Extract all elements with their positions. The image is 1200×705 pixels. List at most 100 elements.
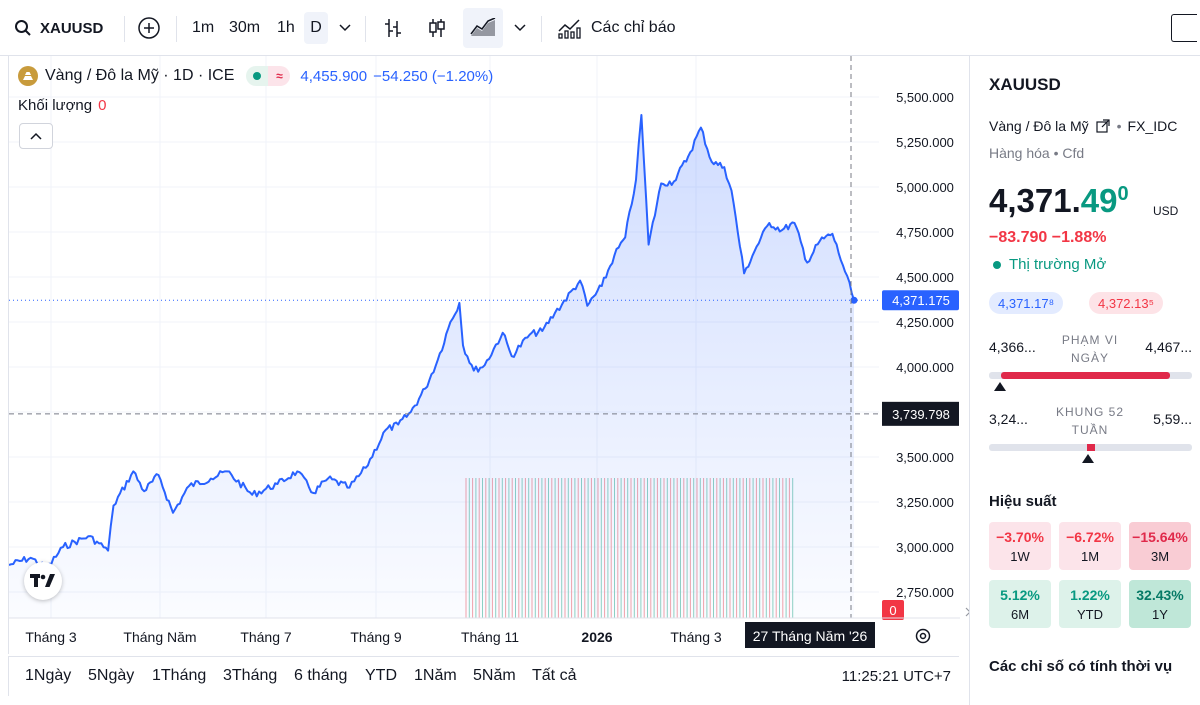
range-all[interactable]: Tất cả <box>532 667 577 684</box>
bid-price: 4,371.17⁸ <box>989 292 1064 314</box>
chevron-down-icon <box>514 24 526 32</box>
price-main: 4,371. <box>989 182 1081 219</box>
volume-value: 0 <box>98 97 107 114</box>
axis-settings-icon[interactable] <box>915 628 931 644</box>
market-status-pill[interactable]: ≈ <box>246 66 291 86</box>
time-tick-label: Tháng 3 <box>25 629 77 645</box>
price-chart[interactable]: 5,500.000 5,250.000 5,000.000 4,750.000 4,50… <box>9 56 960 654</box>
area-chart-icon <box>470 18 496 36</box>
price-area-fill <box>9 115 854 618</box>
day-range-marker-icon <box>994 382 1006 391</box>
legend-price: 4,455.900 <box>300 67 368 85</box>
gold-symbol-icon <box>18 66 38 86</box>
price-decimal: 49 <box>1080 182 1118 219</box>
toolbar-divider <box>365 16 366 42</box>
perf-6m[interactable]: 5.12% 6M <box>989 580 1051 628</box>
gear-center <box>919 632 927 640</box>
perf-1m-value: −6.72% <box>1066 529 1114 545</box>
week52-fill <box>1087 444 1095 451</box>
range-3m[interactable]: 3Tháng <box>223 667 278 684</box>
panel-description[interactable]: Vàng / Đô la Mỹ <box>989 118 1089 134</box>
perf-1m[interactable]: −6.72% 1M <box>1059 522 1121 570</box>
crosshair-time-label: 27 Tháng Năm '26 <box>753 628 868 644</box>
panel-symbol[interactable]: XAUUSD <box>989 75 1061 94</box>
perf-3m[interactable]: −15.64% 3M <box>1129 522 1191 570</box>
gear-ring <box>915 628 931 644</box>
time-tick-label: Tháng 3 <box>670 629 722 645</box>
symbol-details-panel: XAUUSD Vàng / Đô la Mỹ • FX_IDC Hàng hóa… <box>969 56 1200 705</box>
range-5d[interactable]: 5Ngày <box>88 667 135 684</box>
market-status[interactable]: Thị trường Mở <box>993 256 1106 273</box>
interval-1m[interactable]: 1m <box>192 19 215 36</box>
delayed-data-icon: ≈ <box>268 66 291 86</box>
seasonals-title[interactable]: Các chỉ số có tính thời vụ <box>989 658 1173 675</box>
range-5y[interactable]: 5Năm <box>473 667 516 684</box>
range-6m[interactable]: 6 tháng <box>294 667 348 684</box>
time-tick-label: Tháng 9 <box>350 629 402 645</box>
chart-type-dropdown[interactable] <box>505 12 535 44</box>
indicators-button[interactable]: Các chỉ báo <box>557 12 676 44</box>
perf-1w[interactable]: −3.70% 1W <box>989 522 1051 570</box>
chevron-up-icon <box>30 132 42 140</box>
range-1y[interactable]: 1Năm <box>414 667 457 684</box>
perf-3m-label: 3M <box>1150 549 1170 564</box>
volume-label: Khối lượng <box>18 97 93 114</box>
market-status-label: Thị trường Mở <box>1009 256 1107 273</box>
legend-change: −54.250 (−1.20%) <box>373 67 494 85</box>
price-line <box>9 114 855 570</box>
panel-description-row: Vàng / Đô la Mỹ • FX_IDC <box>989 118 1177 134</box>
panel-exchange[interactable]: FX_IDC <box>1127 118 1178 134</box>
collapse-legend-button[interactable] <box>19 123 53 149</box>
chart-pane[interactable]: 5,500.000 5,250.000 5,000.000 4,750.000 4,50… <box>8 56 960 654</box>
area-chart-type-button[interactable] <box>463 8 503 48</box>
perf-1w-label: 1W <box>1010 549 1030 564</box>
symbol-search-button[interactable]: XAUUSD <box>14 12 103 44</box>
week52-low: 3,24... <box>989 411 1028 427</box>
performance-title: Hiệu suất <box>989 493 1057 510</box>
time-tick-label: 2026 <box>581 629 612 645</box>
interval-d[interactable]: D <box>304 12 328 44</box>
range-ytd[interactable]: YTD <box>365 667 397 684</box>
week52-track <box>989 444 1192 451</box>
range-1d[interactable]: 1Ngày <box>25 667 72 684</box>
price-tick-label: 3,250.000 <box>896 495 954 510</box>
price-tick-label: 3,500.000 <box>896 450 954 465</box>
candle-chart-type-button[interactable] <box>422 12 452 44</box>
perf-1w-value: −3.70% <box>996 529 1044 545</box>
perf-1y[interactable]: 32.43% 1Y <box>1129 580 1191 628</box>
timezone-clock[interactable]: 11:25:21 UTC+7 <box>841 668 951 685</box>
range-1m[interactable]: 1Tháng <box>152 667 207 684</box>
perf-1y-label: 1Y <box>1152 607 1168 622</box>
volume-legend[interactable]: Khối lượng 0 <box>18 97 106 114</box>
price-tick-label: 3,000.000 <box>896 540 954 555</box>
bars-icon <box>385 19 401 37</box>
week52-label: KHUNG 52 TUẦN <box>1055 405 1125 437</box>
symbol-label: XAUUSD <box>40 19 104 37</box>
top-toolbar: XAUUSD 1m 30m 1h D Các chỉ báo <box>0 0 1200 56</box>
tradingview-logo[interactable] <box>24 562 62 600</box>
search-icon <box>15 20 31 36</box>
time-tick-label: Tháng 7 <box>240 629 292 645</box>
panel-last-price: 4,371.490 <box>989 182 1129 220</box>
date-range-bar: 1Ngày 5Ngày 1Tháng 3Tháng 6 tháng YTD 1N… <box>8 656 959 696</box>
crosshair-price-label: 3,739.798 <box>892 407 950 422</box>
perf-ytd[interactable]: 1.22% YTD <box>1059 580 1121 628</box>
price-tick-label: 4,750.000 <box>896 225 954 240</box>
interval-1h[interactable]: 1h <box>277 19 295 36</box>
market-open-dot-icon <box>246 66 269 86</box>
price-tick-label: 5,250.000 <box>896 135 954 150</box>
layout-icon[interactable] <box>1171 14 1197 42</box>
bar-chart-type-button[interactable] <box>378 12 408 44</box>
interval-dropdown[interactable] <box>330 12 360 44</box>
compare-button[interactable] <box>134 12 164 44</box>
price-tick-label: 4,500.000 <box>896 270 954 285</box>
interval-30m[interactable]: 30m <box>229 19 261 36</box>
toolbar-divider <box>176 16 177 42</box>
volume-axis-tag <box>882 600 904 620</box>
day-range-track <box>989 372 1192 379</box>
tradingview-logo-icon <box>30 574 55 587</box>
legend-title[interactable]: Vàng / Đô la Mỹ · 1D · ICE <box>45 67 235 84</box>
time-tick-label: Tháng 11 <box>461 629 519 645</box>
price-tick-label: 4,000.000 <box>896 360 954 375</box>
external-link-icon[interactable] <box>1095 118 1111 134</box>
